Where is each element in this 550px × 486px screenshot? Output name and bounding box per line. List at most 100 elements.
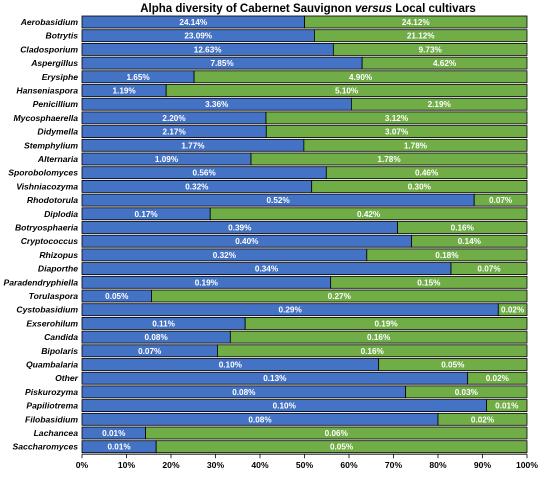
data-label-series-1: 0.39%	[228, 224, 252, 233]
x-tick-label: 10%	[118, 460, 136, 470]
data-label-series-2: 0.05%	[441, 361, 465, 370]
data-label-series-2: 21.12%	[407, 32, 435, 41]
bar-segment-series-2	[229, 330, 528, 344]
x-tick-label: 60%	[340, 460, 358, 470]
category-label: Candida	[44, 332, 78, 342]
category-label: Piskurozyma	[25, 387, 78, 397]
data-label-series-1: 1.19%	[112, 87, 136, 96]
data-label-series-1: 0.08%	[248, 415, 272, 424]
data-label-series-1: 0.05%	[105, 292, 129, 301]
data-label-series-1: 24.14%	[179, 18, 207, 27]
data-label-series-2: 0.42%	[357, 210, 381, 219]
category-label: Botrytis	[46, 31, 79, 41]
data-label-series-1: 1.65%	[126, 73, 150, 82]
bar-segment-series-2	[151, 289, 528, 303]
bar-segment-series-2	[265, 125, 528, 138]
x-tick-label: 70%	[385, 460, 403, 470]
category-label: Aerobasidium	[20, 17, 79, 27]
category-label: Other	[55, 373, 79, 383]
category-label: Saccharomyces	[13, 442, 79, 452]
bar-segment-series-2	[244, 316, 528, 330]
bar-segment-series-2	[265, 111, 528, 125]
data-label-series-2: 0.14%	[458, 237, 482, 246]
data-label-series-1: 7.85%	[210, 59, 234, 68]
bar-segment-series-2	[467, 371, 528, 385]
bar-segment-series-2	[378, 358, 528, 371]
x-tick-label: 90%	[474, 460, 492, 470]
data-label-series-1: 12.63%	[194, 45, 222, 54]
bar-segment-series-2	[437, 412, 528, 426]
category-label: Paradendryphiella	[3, 277, 78, 287]
x-tick-label: 50%	[296, 460, 314, 470]
category-label: Mycosphaerella	[14, 113, 79, 123]
data-label-series-2: 9.73%	[419, 45, 443, 54]
bar-segment-series-2	[473, 193, 528, 207]
data-label-series-1: 2.17%	[163, 128, 187, 137]
x-tick-label: 20%	[162, 460, 180, 470]
category-label: Diaporthe	[38, 264, 78, 274]
category-label: Cladosporium	[20, 44, 78, 54]
category-label: Aspergillus	[30, 58, 78, 68]
data-label-series-1: 0.01%	[107, 443, 131, 452]
data-label-series-2: 0.18%	[435, 251, 459, 260]
data-label-series-2: 0.16%	[367, 333, 391, 342]
data-label-series-2: 0.05%	[330, 443, 354, 452]
category-label: Stemphylium	[24, 140, 78, 150]
data-label-series-1: 0.08%	[232, 388, 256, 397]
data-label-series-1: 0.19%	[195, 278, 219, 287]
data-label-series-1: 0.10%	[273, 402, 297, 411]
category-label: Torulaspora	[29, 291, 79, 301]
bar-segment-series-2	[450, 262, 528, 276]
category-label: Penicillium	[33, 99, 79, 109]
data-label-series-1: 1.09%	[155, 155, 179, 164]
category-label: Lachancea	[34, 428, 79, 438]
category-label: Filobasidium	[25, 414, 78, 424]
category-label: Hanseniaspora	[16, 86, 78, 96]
bar-segment-series-2	[314, 29, 528, 43]
bar-segment-series-2	[209, 207, 528, 221]
data-label-series-1: 0.32%	[213, 251, 237, 260]
data-label-series-1: 0.34%	[255, 265, 279, 274]
data-label-series-1: 0.01%	[102, 429, 126, 438]
category-label: Cystobasidium	[16, 305, 78, 315]
category-label: Erysiphe	[42, 72, 79, 82]
bar-segment-series-2	[193, 70, 528, 84]
data-label-series-2: 0.16%	[451, 224, 475, 233]
category-label: Rhizopus	[39, 250, 78, 260]
data-label-series-2: 0.02%	[501, 306, 525, 315]
category-label: Sporobolomyces	[8, 168, 78, 178]
bar-segment-series-2	[303, 138, 528, 152]
bar-segment-series-2	[332, 43, 528, 56]
bar-segment-series-2	[311, 179, 528, 193]
data-label-series-2: 3.07%	[385, 128, 409, 137]
category-label: Cryptococcus	[21, 236, 79, 246]
x-axis: 0% 10% 20% 30% 40% 50% 60% 70% 80% 90% 100%	[76, 453, 538, 470]
data-label-series-2: 0.46%	[415, 169, 439, 178]
title-part-1: versus	[355, 3, 392, 15]
data-label-series-2: 0.30%	[408, 182, 432, 191]
bar-segment-series-2	[155, 440, 528, 454]
data-label-series-2: 0.02%	[471, 415, 495, 424]
bar-segment-series-2	[165, 84, 528, 97]
category-label: Alternaria	[37, 154, 78, 164]
data-label-series-1: 0.07%	[138, 347, 162, 356]
category-label: Bipolaris	[41, 346, 78, 356]
x-tick-label: 80%	[429, 460, 447, 470]
data-label-series-2: 3.12%	[385, 114, 409, 123]
data-label-series-1: 0.17%	[135, 210, 159, 219]
chart-title: Alpha diversity of Cabernet Sauvignon ve…	[140, 3, 476, 15]
data-label-series-2: 1.78%	[377, 155, 401, 164]
category-label: Papiliotrema	[26, 401, 78, 411]
category-labels: Aerobasidium Botrytis Cladosporium Aspergil…	[3, 17, 78, 452]
bar-segment-series-2	[486, 399, 528, 413]
bar-segment-series-2	[411, 234, 528, 248]
bar-segment-series-2	[145, 426, 528, 440]
x-tick-label: 100%	[516, 460, 538, 470]
data-label-series-2: 0.15%	[417, 278, 441, 287]
bars-group: 24.14% 24.12% 23.09% 21.12% 12.63% 9.73% 7.85%…	[81, 15, 528, 454]
data-label-series-1: 0.56%	[193, 169, 217, 178]
data-label-series-1: 0.29%	[279, 306, 303, 315]
data-label-series-2: 4.90%	[349, 73, 373, 82]
data-label-series-2: 0.03%	[455, 388, 479, 397]
data-label-series-1: 0.11%	[152, 319, 175, 328]
